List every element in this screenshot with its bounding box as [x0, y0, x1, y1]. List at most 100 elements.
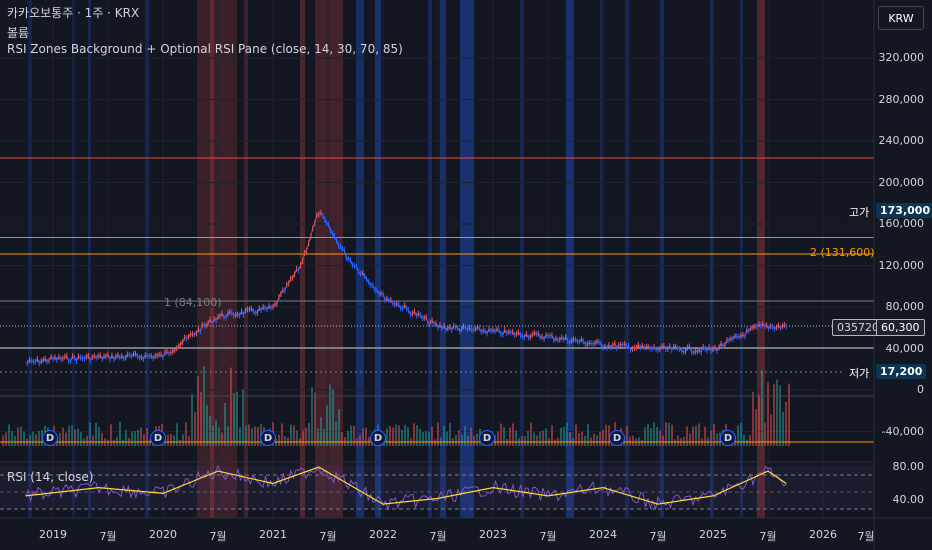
volume-bar [428, 431, 430, 446]
zone-band [28, 0, 32, 518]
rsi-axis-tick: 40.00 [892, 493, 925, 506]
dividend-marker[interactable]: D [370, 430, 386, 446]
currency-button[interactable]: KRW [878, 6, 924, 30]
volume-bar [224, 402, 226, 446]
volume-bar [146, 428, 148, 446]
volume-bar [182, 434, 184, 446]
volume-bar [350, 425, 352, 446]
volume-bar [119, 422, 121, 446]
time-axis-tick: 2020 [149, 528, 177, 541]
zone-band [428, 0, 432, 518]
volume-bar [311, 387, 313, 446]
dividend-marker[interactable]: D [42, 430, 58, 446]
fib1-label: 1 (84,100) [164, 296, 222, 309]
volume-bar [716, 433, 718, 446]
volume-bar [359, 435, 361, 446]
volume-bar [503, 427, 505, 446]
volume-bar [302, 430, 304, 446]
volume-bar [2, 435, 4, 446]
volume-bar [596, 435, 598, 446]
volume-bar [395, 424, 397, 446]
volume-bar [407, 427, 409, 446]
dividend-marker[interactable]: D [720, 430, 736, 446]
volume-bar [749, 435, 751, 446]
dividend-marker[interactable]: D [260, 430, 276, 446]
zone-band [72, 0, 75, 518]
volume-bar [101, 432, 103, 446]
volume-bar [149, 439, 151, 446]
volume-bar [443, 425, 445, 446]
volume-bar [353, 425, 355, 446]
zone-band [460, 0, 474, 518]
dividend-marker[interactable]: D [479, 430, 495, 446]
volume-bar [770, 414, 772, 446]
volume-bar [662, 435, 664, 446]
time-axis-tick: 2023 [479, 528, 507, 541]
volume-bar [254, 426, 256, 446]
volume-bar [95, 422, 97, 446]
volume-bar [11, 431, 13, 446]
volume-bar [422, 431, 424, 446]
dividend-marker[interactable]: D [609, 430, 625, 446]
volume-bar [587, 424, 589, 446]
indicator-legend[interactable]: RSI Zones Background + Optional RSI Pane… [7, 42, 403, 56]
volume-bar [545, 428, 547, 446]
volume-bar [80, 431, 82, 446]
volume-bar [293, 425, 295, 446]
volume-bar [98, 426, 100, 446]
volume-bar [476, 433, 478, 446]
volume-bar [365, 427, 367, 446]
volume-bar [431, 426, 433, 446]
zone-band [440, 0, 446, 518]
symbol-title[interactable]: 카카오보통주 · 1주 · KRX [7, 6, 140, 20]
volume-bar [284, 436, 286, 446]
volume-bar [38, 431, 40, 446]
volume-bar [230, 367, 232, 446]
volume-bar [203, 366, 205, 446]
volume-bar [713, 423, 715, 446]
zone-band [244, 0, 248, 518]
volume-bar [308, 422, 310, 446]
volume-bar [527, 430, 529, 446]
volume-bar [35, 434, 37, 446]
volume-bar [764, 422, 766, 446]
volume-bar [122, 439, 124, 446]
volume-bar [242, 389, 244, 446]
volume-bar [569, 432, 571, 446]
volume-bar [497, 431, 499, 446]
volume-bar [404, 424, 406, 446]
time-axis-tick: 2019 [39, 528, 67, 541]
price-axis-tick: 200,000 [878, 175, 925, 189]
price-axis-tick: 240,000 [878, 134, 925, 147]
time-axis-tick: 7월 [429, 530, 447, 543]
volume-bar [740, 423, 742, 446]
symbol-code-tag: 035720 [832, 319, 884, 336]
volume-bar [110, 424, 112, 446]
price-axis-tick: 80,000 [885, 300, 925, 313]
volume-bar [188, 436, 190, 446]
volume-bar [131, 431, 133, 446]
zone-band [210, 0, 214, 518]
time-axis-tick: 2022 [369, 528, 397, 541]
dividend-marker[interactable]: D [150, 430, 166, 446]
volume-bar [179, 439, 181, 446]
rsi-legend[interactable]: RSI (14, close) [7, 470, 94, 484]
volume-bar [392, 427, 394, 446]
volume-legend[interactable]: 볼륨 [7, 26, 30, 40]
volume-bar [296, 430, 298, 446]
zone-band [740, 0, 743, 518]
volume-bar [173, 435, 175, 446]
low-tag-value: 17,200 [876, 364, 927, 379]
volume-bar [170, 433, 172, 446]
volume-bar [401, 429, 403, 446]
volume-bar [209, 415, 211, 446]
volume-bar [251, 428, 253, 446]
time-axis-tick: 2025 [699, 528, 727, 541]
volume-bar [674, 439, 676, 446]
volume-bar [5, 432, 7, 446]
time-axis-tick: 7월 [857, 530, 875, 543]
volume-bar [542, 430, 544, 446]
volume-bar [212, 425, 214, 446]
price-axis-tick: 160,000 [878, 217, 925, 230]
